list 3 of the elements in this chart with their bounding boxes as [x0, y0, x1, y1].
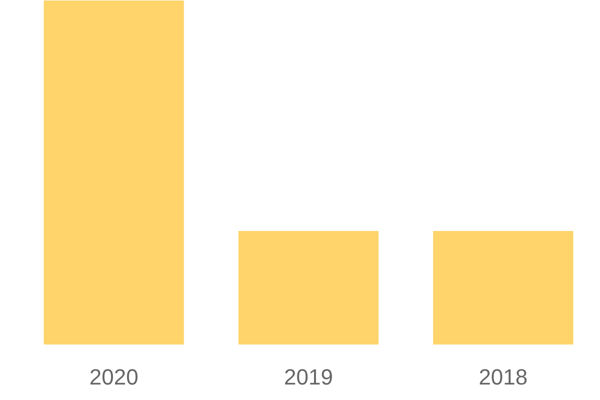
x-tick-label: 2020	[89, 364, 138, 390]
x-tick-label: 2018	[478, 364, 528, 390]
x-tick-label: 2019	[284, 364, 333, 390]
